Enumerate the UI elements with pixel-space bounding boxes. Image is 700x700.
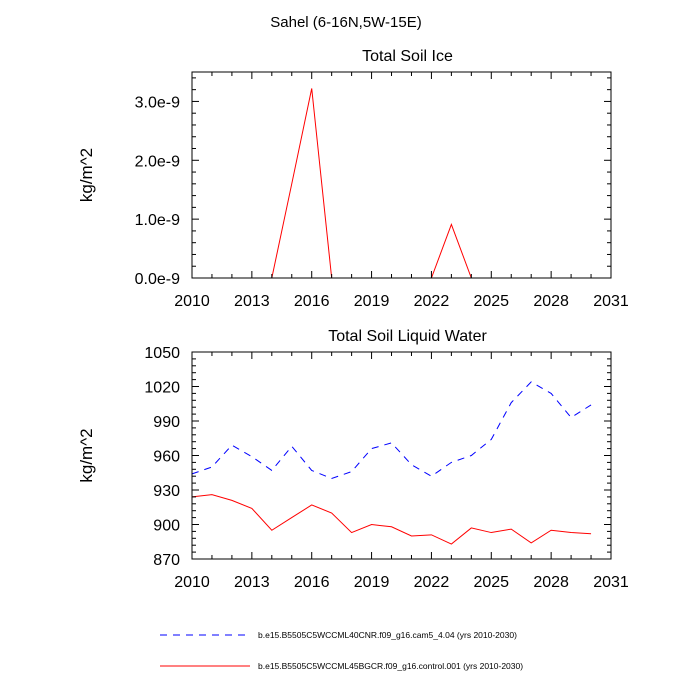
x-tick-label: 2031 bbox=[593, 574, 629, 591]
x-tick-label: 2022 bbox=[414, 574, 450, 591]
y-tick-label: 2.0e-9 bbox=[135, 153, 180, 170]
y-tick-label: 3.0e-9 bbox=[135, 94, 180, 111]
y-tick-label: 0.0e-9 bbox=[135, 271, 180, 288]
x-tick-label: 2019 bbox=[354, 293, 390, 310]
y-axis-label: kg/m^2 bbox=[77, 428, 96, 482]
x-tick-label: 2010 bbox=[174, 574, 210, 591]
y-tick-label: 870 bbox=[153, 552, 180, 569]
legend: b.e15.B5505C5WCCML40CNR.f09_g16.cam5_4.0… bbox=[160, 630, 523, 671]
y-tick-label: 990 bbox=[153, 414, 180, 431]
x-tick-label: 2025 bbox=[473, 293, 509, 310]
y-tick-label: 1.0e-9 bbox=[135, 212, 180, 229]
figure-suptitle: Sahel (6-16N,5W-15E) bbox=[270, 14, 421, 31]
panel-title: Total Soil Ice bbox=[362, 48, 453, 65]
x-tick-label: 2022 bbox=[414, 293, 450, 310]
plot-frame bbox=[191, 71, 612, 279]
x-tick-label: 2010 bbox=[174, 293, 210, 310]
plot-frame bbox=[191, 351, 612, 560]
y-tick-label: 1050 bbox=[144, 345, 180, 362]
panel-title: Total Soil Liquid Water bbox=[328, 328, 487, 345]
series-line-1 bbox=[191, 381, 592, 480]
x-tick-label: 2013 bbox=[234, 293, 270, 310]
x-tick-label: 2019 bbox=[354, 574, 390, 591]
legend-label: b.e15.B5505C5WCCML45BGCR.f09_g16.control… bbox=[258, 661, 523, 671]
y-tick-label: 1020 bbox=[144, 380, 180, 397]
x-tick-label: 2031 bbox=[593, 293, 629, 310]
y-tick-label: 900 bbox=[153, 518, 180, 535]
x-tick-label: 2016 bbox=[294, 574, 330, 591]
series-line-2 bbox=[191, 494, 592, 545]
y-tick-label: 930 bbox=[153, 483, 180, 500]
y-tick-label: 960 bbox=[153, 449, 180, 466]
legend-label: b.e15.B5505C5WCCML40CNR.f09_g16.cam5_4.0… bbox=[258, 630, 517, 640]
x-tick-label: 2025 bbox=[473, 574, 509, 591]
x-tick-label: 2016 bbox=[294, 293, 330, 310]
panel-2: Total Soil Liquid Water kg/m^2 2010 2013 201… bbox=[77, 328, 629, 591]
y-axis-label: kg/m^2 bbox=[77, 148, 96, 202]
legend-entry-1: b.e15.B5505C5WCCML40CNR.f09_g16.cam5_4.0… bbox=[160, 630, 517, 640]
series-line-2 bbox=[192, 88, 592, 279]
panel-1: Total Soil Ice kg/m^2 2010 2013 2016 2019 2022… bbox=[77, 48, 629, 310]
x-tick-label: 2013 bbox=[234, 574, 270, 591]
chart-panels: Total Soil Ice kg/m^2 2010 2013 2016 2019 2022… bbox=[77, 48, 629, 591]
x-tick-label: 2028 bbox=[533, 293, 569, 310]
x-tick-label: 2028 bbox=[533, 574, 569, 591]
legend-entry-2: b.e15.B5505C5WCCML45BGCR.f09_g16.control… bbox=[160, 661, 523, 671]
